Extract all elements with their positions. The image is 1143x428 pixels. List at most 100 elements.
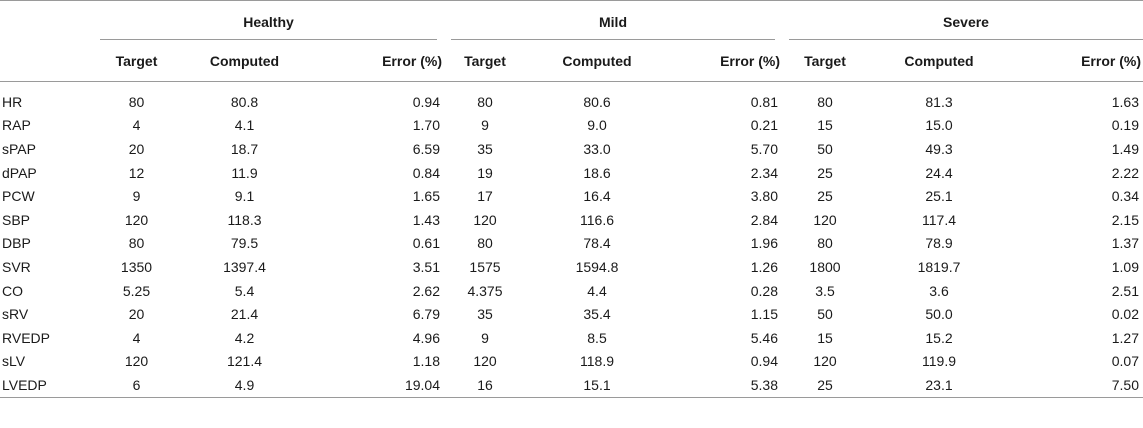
cell-healthy-computed: 18.7	[230, 140, 259, 157]
subheader-computed: Computed	[868, 39, 1010, 82]
bottom-rule	[0, 396, 1143, 398]
cell-severe-computed: 15.2	[925, 329, 953, 346]
cell-severe-target: 50	[817, 140, 833, 157]
cell-severe-error: 2.51	[1111, 282, 1139, 299]
cell-severe-target: 3.5	[815, 282, 835, 299]
cell-mild-target: 80	[477, 235, 493, 252]
cell-healthy-error: 4.96	[412, 329, 440, 346]
cell-mild-target: 9	[481, 117, 489, 134]
table-row: CO 5.25 5.4 2.62 4.375 4.4 0.28 3.5 3.6 2.51	[0, 279, 1143, 303]
row-label: LVEDP	[2, 376, 47, 393]
cell-mild-computed: 15.1	[583, 376, 611, 393]
cell-severe-computed: 117.4	[922, 211, 956, 228]
cell-severe-error: 0.02	[1111, 306, 1139, 323]
subheader-computed: Computed	[526, 39, 668, 82]
cell-severe-computed: 50.0	[925, 306, 953, 323]
cell-healthy-error: 2.62	[412, 282, 440, 299]
cell-mild-computed: 33.0	[583, 140, 611, 157]
table-row: LVEDP 6 4.9 19.04 16 15.1 5.38 25 23.1 7.50	[0, 373, 1143, 397]
cell-healthy-computed: 5.4	[234, 282, 255, 299]
cell-healthy-computed: 4.1	[234, 117, 255, 134]
cell-mild-target: 16	[477, 376, 493, 393]
cell-mild-error: 2.34	[750, 164, 778, 181]
cell-mild-target: 120	[473, 353, 497, 370]
cell-mild-error: 0.94	[750, 353, 778, 370]
table-row: SVR 1350 1397.4 3.51 1575 1594.8 1.26 1800 1819.…	[0, 255, 1143, 279]
cell-healthy-computed: 79.5	[230, 235, 259, 252]
cell-severe-target: 120	[813, 211, 837, 228]
cell-healthy-computed: 21.4	[230, 306, 259, 323]
cell-mild-error: 2.84	[750, 211, 778, 228]
cell-severe-computed: 3.6	[929, 282, 949, 299]
cell-severe-error: 1.63	[1111, 93, 1139, 110]
cell-severe-error: 1.49	[1111, 140, 1139, 157]
cell-severe-target: 25	[817, 376, 833, 393]
cell-severe-error: 1.09	[1111, 258, 1139, 275]
cell-severe-target: 15	[817, 329, 833, 346]
cell-mild-error: 1.26	[750, 258, 778, 275]
row-label: sPAP	[2, 140, 36, 157]
cell-severe-computed: 119.9	[922, 353, 956, 370]
row-label: sLV	[2, 353, 26, 370]
cell-mild-computed: 1594.8	[575, 258, 619, 275]
cell-healthy-error: 1.18	[412, 353, 440, 370]
cell-healthy-computed: 11.9	[231, 164, 258, 181]
cell-healthy-computed: 121.4	[226, 353, 263, 370]
cell-healthy-computed: 118.3	[227, 211, 262, 228]
cell-healthy-target: 1350	[120, 258, 153, 275]
cell-mild-error: 0.28	[750, 282, 778, 299]
subheader-empty	[0, 39, 100, 82]
cell-mild-error: 0.81	[750, 93, 778, 110]
group-header-mild: Mild	[437, 1, 789, 40]
group-header-healthy: Healthy	[100, 1, 451, 40]
cell-mild-error: 0.21	[750, 117, 778, 134]
cell-severe-computed: 15.0	[925, 117, 953, 134]
cell-severe-error: 2.15	[1111, 211, 1139, 228]
cell-severe-target: 80	[817, 235, 833, 252]
table-row: HR 80 80.8 0.94 80 80.6 0.81 80 81.3 1.63	[0, 90, 1143, 114]
row-label: RAP	[2, 117, 31, 134]
cell-severe-computed: 24.4	[925, 164, 953, 181]
cell-mild-error: 5.70	[750, 140, 778, 157]
row-label: DBP	[2, 235, 31, 252]
spacer-row	[0, 82, 1143, 91]
cell-mild-error: 1.15	[750, 306, 778, 323]
cell-severe-computed: 25.1	[925, 188, 953, 205]
cell-severe-error: 0.07	[1111, 353, 1139, 370]
cell-severe-target: 15	[817, 117, 833, 134]
group-header-severe: Severe	[775, 1, 1143, 40]
cell-mild-computed: 4.4	[587, 282, 607, 299]
cell-severe-error: 2.22	[1111, 164, 1139, 181]
cell-mild-target: 120	[473, 211, 497, 228]
cell-healthy-error: 0.61	[412, 235, 440, 252]
table-row: sLV 120 121.4 1.18 120 118.9 0.94 120 119.9 0.07	[0, 350, 1143, 374]
row-label: dPAP	[2, 164, 37, 181]
row-label: SVR	[2, 258, 31, 275]
cell-healthy-computed: 4.2	[234, 329, 255, 346]
cell-severe-target: 25	[817, 188, 833, 205]
table-row: SBP 120 118.3 1.43 120 116.6 2.84 120 117.4 2.15	[0, 208, 1143, 232]
table-row: RAP 4 4.1 1.70 9 9.0 0.21 15 15.0 0.19	[0, 114, 1143, 138]
table-header: Healthy Mild Severe Target Computed Erro…	[0, 0, 1143, 82]
cell-severe-target: 80	[817, 93, 833, 110]
cell-severe-error: 1.37	[1111, 235, 1139, 252]
cell-severe-computed: 78.9	[925, 235, 953, 252]
cell-mild-target: 35	[477, 306, 493, 323]
cell-severe-target: 25	[817, 164, 833, 181]
row-label: sRV	[2, 306, 29, 323]
cell-mild-target: 35	[477, 140, 493, 157]
cell-mild-error: 5.38	[750, 376, 778, 393]
cell-healthy-target: 20	[128, 140, 145, 157]
table-row: dPAP 12 11.9 0.84 19 18.6 2.34 25 24.4 2.22	[0, 161, 1143, 185]
cell-healthy-target: 12	[128, 164, 145, 181]
cell-healthy-target: 20	[128, 306, 145, 323]
cell-mild-error: 5.46	[750, 329, 778, 346]
subheader-target: Target	[444, 39, 526, 82]
cell-mild-target: 19	[477, 164, 493, 181]
cell-healthy-computed: 1397.4	[223, 258, 266, 275]
cell-mild-target: 1575	[469, 258, 501, 275]
cell-healthy-computed: 4.9	[234, 376, 255, 393]
group-header-row: Healthy Mild Severe	[0, 1, 1143, 40]
cell-severe-target: 50	[817, 306, 833, 323]
